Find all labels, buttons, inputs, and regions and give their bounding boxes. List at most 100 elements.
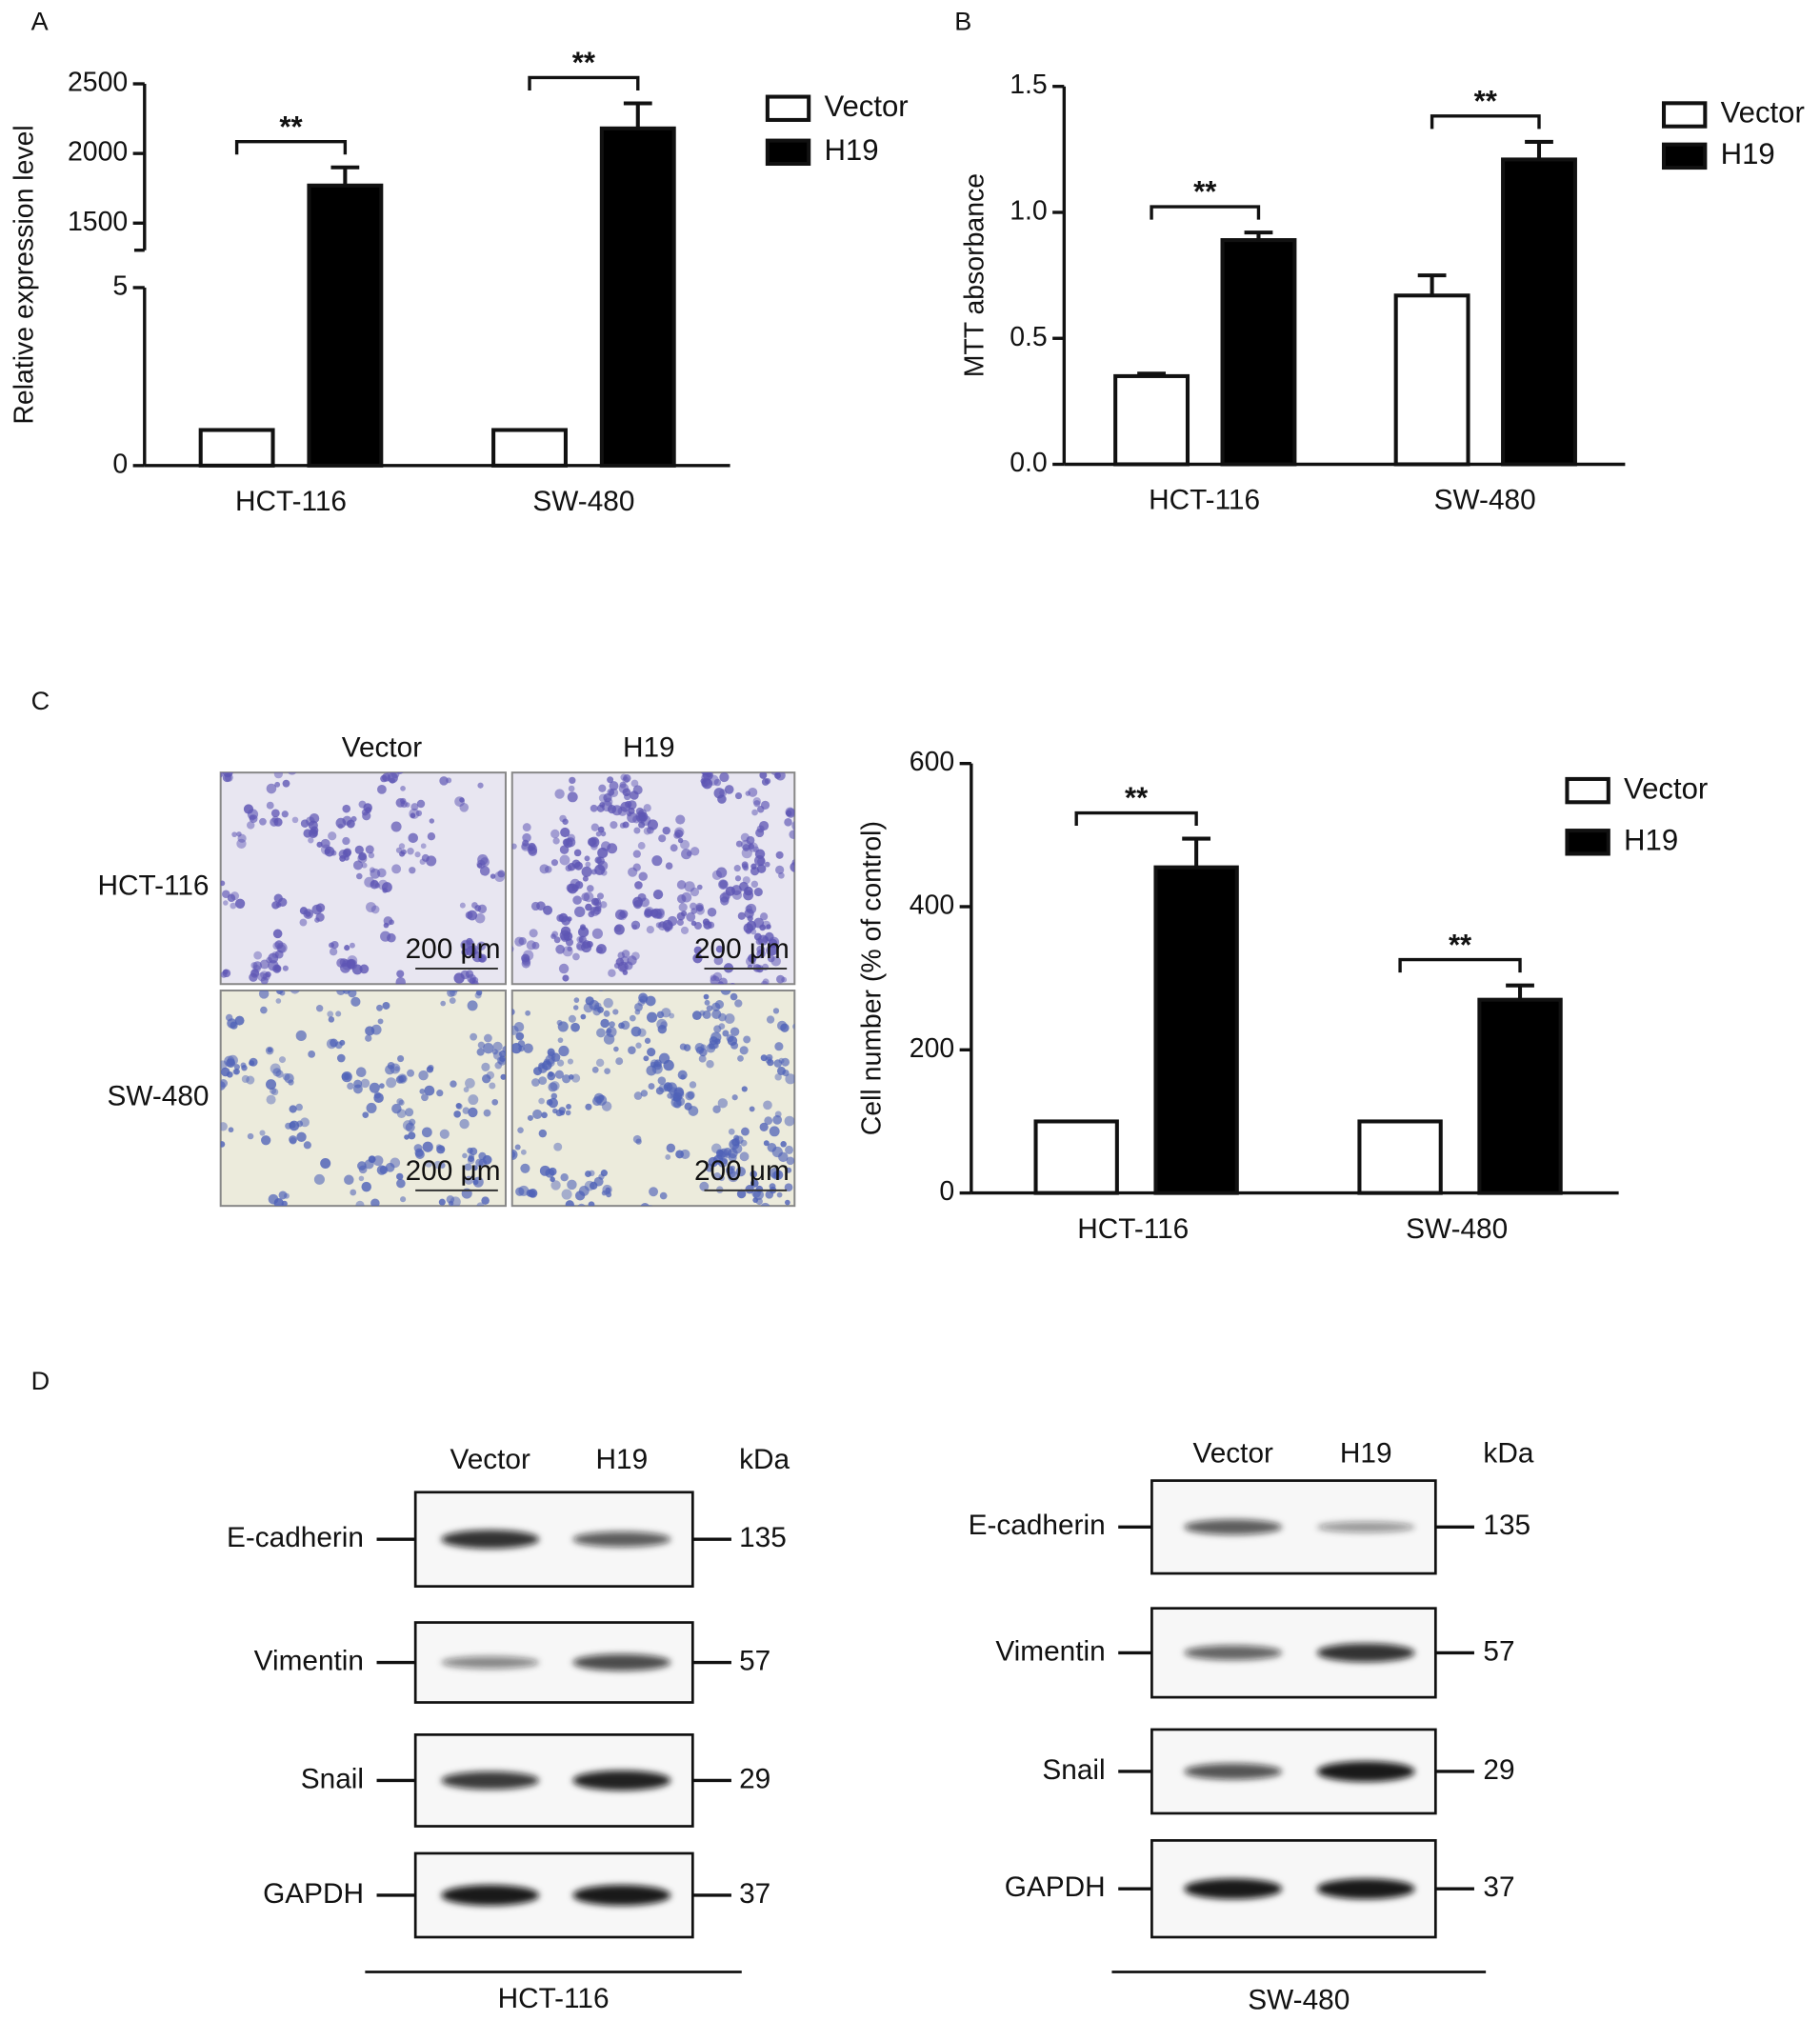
cell-dot: [771, 1171, 780, 1180]
cell-dot: [570, 1206, 577, 1213]
cell-dot: [295, 1103, 303, 1111]
cell-dot: [640, 815, 651, 826]
cell-dot: [300, 1117, 310, 1128]
cell-dot: [415, 810, 423, 817]
cell-dot: [422, 1141, 433, 1152]
cell-dot: [763, 1100, 772, 1111]
cell-dot: [644, 910, 652, 918]
cell-dot: [609, 781, 619, 791]
cell-dot: [314, 917, 320, 923]
cell-dot: [565, 864, 572, 872]
cell-dot: [681, 849, 692, 860]
cell-dot: [342, 804, 351, 813]
cell-dot: [511, 1043, 522, 1054]
cell-dot: [586, 941, 593, 949]
cell-dot: [567, 946, 572, 952]
cell-dot: [776, 1207, 785, 1215]
cell-dot: [634, 881, 643, 890]
y-tick-label: 0: [112, 449, 128, 479]
cell-dot: [730, 1027, 740, 1036]
cell-dot: [640, 897, 650, 908]
cell-dot: [438, 1198, 446, 1206]
cell-dot: [572, 895, 582, 905]
cell-dot: [598, 990, 604, 991]
cell-dot: [405, 1108, 414, 1117]
cell-dot: [274, 781, 281, 788]
cell-dot: [482, 1154, 492, 1165]
cell-dot: [567, 791, 578, 803]
bar: [1477, 997, 1563, 1195]
cell-dot: [665, 1154, 671, 1160]
cell-dot: [266, 1079, 277, 1091]
cell-dot: [320, 844, 331, 855]
blot-band: [572, 1770, 671, 1791]
cell-stain: [511, 990, 795, 1215]
cell-dot: [539, 864, 550, 874]
cell-dot: [329, 948, 338, 956]
cell-dot: [701, 773, 710, 782]
legend-label: H19: [824, 133, 878, 167]
cell-dot: [427, 832, 436, 841]
cell-dot: [706, 1005, 713, 1012]
cell-dot: [232, 1069, 239, 1075]
cell-dot: [695, 904, 704, 912]
cell-dot: [303, 829, 312, 838]
cell-dot: [596, 1028, 606, 1038]
cell-dot: [680, 926, 690, 934]
cell-dot: [429, 818, 435, 824]
cell-dot: [728, 1148, 738, 1159]
error-bar: [1137, 371, 1166, 376]
cell-dot: [768, 758, 778, 769]
cell-dot: [771, 1146, 783, 1158]
cell-dot: [785, 807, 795, 817]
cell-dot: [630, 920, 641, 930]
bar: [198, 428, 275, 468]
cell-dot: [497, 870, 506, 878]
cell-dot: [342, 836, 350, 846]
cell-dot: [561, 1189, 572, 1200]
kda-label: 57: [1483, 1635, 1514, 1667]
cell-dot: [558, 963, 570, 974]
legend-swatch: [765, 94, 811, 122]
panel-label: A: [31, 7, 50, 36]
cell-dot: [707, 908, 717, 917]
cell-dot: [759, 772, 768, 779]
cell-dot: [409, 808, 420, 819]
cell-dot: [300, 819, 310, 828]
cell-dot: [613, 924, 625, 935]
cell-dot: [347, 1082, 354, 1091]
cell-dot: [467, 1000, 478, 1011]
cell-dot: [708, 774, 719, 786]
cell-dot: [754, 849, 766, 859]
kda-label: 135: [739, 1522, 787, 1553]
cell-dot: [704, 999, 710, 1006]
cell-dot: [396, 1098, 404, 1106]
x-tick-label: HCT-116: [235, 486, 347, 517]
cell-dot: [440, 1000, 447, 1007]
cell-dot: [408, 832, 418, 844]
bar: [599, 126, 676, 468]
cell-dot: [464, 1212, 472, 1221]
cell-dot: [410, 803, 419, 811]
blot-band: [572, 1885, 671, 1906]
cell-dot: [474, 991, 482, 999]
cell-dot: [776, 974, 785, 984]
cell-dot: [273, 772, 283, 779]
cell-dot: [259, 1130, 266, 1136]
cell-dot: [590, 897, 600, 906]
cell-dot: [389, 919, 394, 926]
cell-dot: [560, 926, 571, 937]
cell-dot: [748, 787, 758, 797]
cell-dot: [696, 884, 703, 890]
cell-dot: [633, 1091, 643, 1100]
cell-dot: [419, 1089, 426, 1094]
cell-dot: [737, 911, 746, 920]
cell-dot: [387, 1061, 395, 1070]
cell-dot: [775, 850, 784, 859]
cell-dot: [377, 1018, 384, 1025]
cell-dot: [396, 1172, 404, 1181]
cell-dot: [789, 830, 795, 839]
cell-dot: [425, 1160, 432, 1168]
cell-dot: [679, 1043, 687, 1051]
cell-dot: [713, 778, 722, 787]
